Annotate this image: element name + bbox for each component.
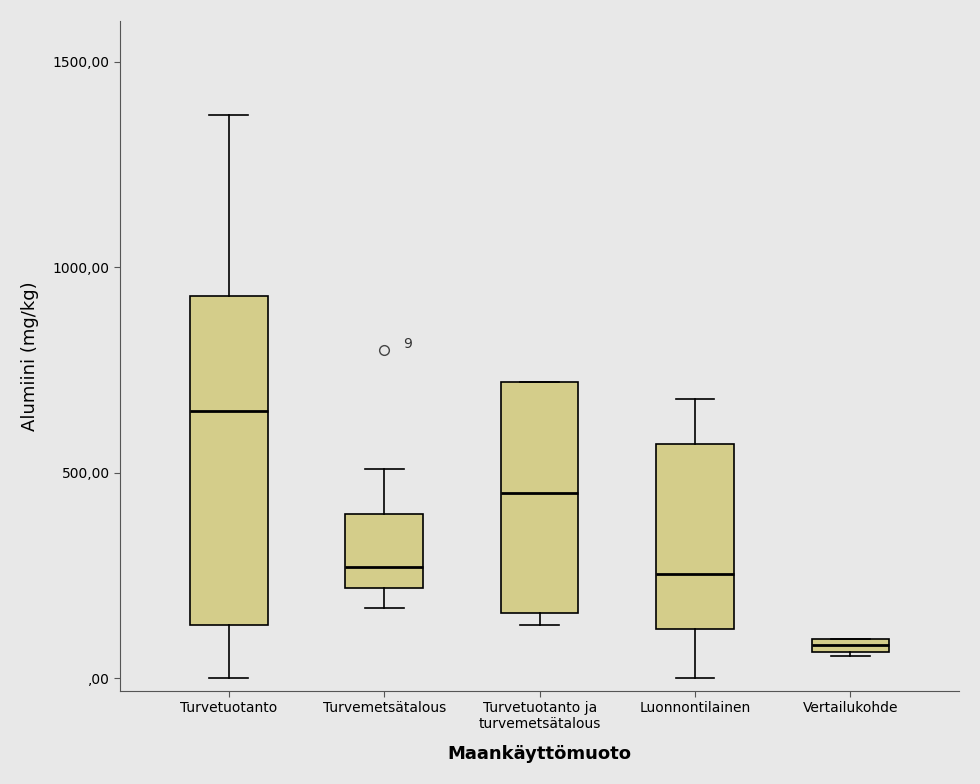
PathPatch shape <box>190 296 268 625</box>
X-axis label: Maankäyttömuoto: Maankäyttömuoto <box>448 745 632 763</box>
Y-axis label: Alumiini (mg/kg): Alumiini (mg/kg) <box>21 281 39 430</box>
PathPatch shape <box>345 514 423 588</box>
Text: 9: 9 <box>403 336 412 350</box>
PathPatch shape <box>657 444 734 629</box>
PathPatch shape <box>811 639 889 652</box>
PathPatch shape <box>501 383 578 612</box>
